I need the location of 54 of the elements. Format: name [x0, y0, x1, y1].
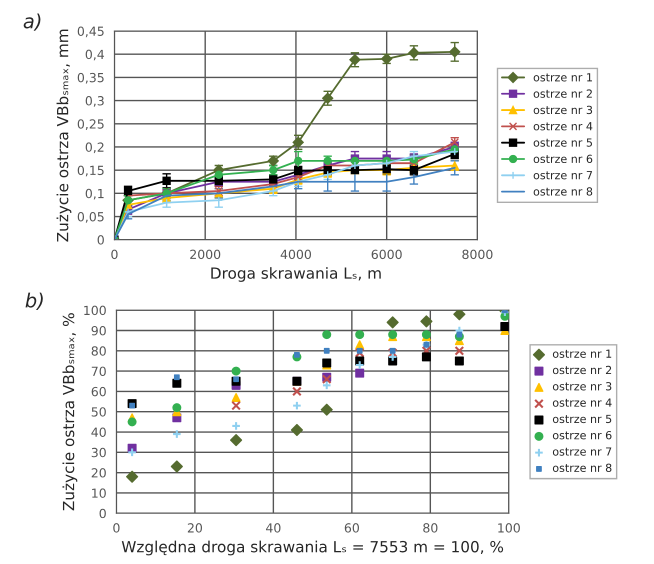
chart-title: b)	[26, 292, 43, 310]
legend-label: ostrze nr 7	[552, 447, 612, 456]
legend-label: ostrze nr 4	[534, 122, 592, 130]
legend-label: ostrze nr 3	[552, 382, 612, 390]
x-tick-label: 6000	[372, 250, 402, 260]
legend-label: ostrze nr 5	[534, 138, 592, 147]
y-tick-label: 40	[91, 427, 106, 437]
y-axis-title: Zużycie ostrza VBbₛₘₐₓ, mm	[56, 30, 72, 242]
y-tick-label: 10	[92, 488, 106, 498]
legend-label: ostrze nr 6	[552, 431, 612, 440]
y-tick-label: 0	[98, 235, 104, 245]
y-tick-label: 0,4	[86, 50, 104, 60]
y-tick-label: 0,35	[78, 72, 104, 84]
y-tick-label: 0,25	[78, 119, 104, 130]
legend-label: ostrze nr 2	[534, 89, 592, 98]
x-axis-title: Względna droga skrawania Lₛ = 7553 m = 100, %	[122, 540, 504, 556]
legend-label: ostrze nr 8	[534, 187, 592, 196]
y-tick-label: 60	[92, 386, 106, 396]
y-tick-label: 0,05	[78, 212, 104, 223]
x-tick-label: 20	[188, 523, 202, 533]
y-tick-label: 0	[100, 508, 106, 518]
legend-label: ostrze nr 3	[534, 106, 592, 114]
legend-label: ostrze nr 7	[534, 171, 592, 180]
y-tick-label: 20	[92, 468, 106, 478]
y-tick-label: 90	[92, 326, 106, 336]
legend-label: ostrze nr 6	[534, 154, 592, 164]
x-tick-label: 100	[498, 523, 520, 533]
legend-label: ostrze nr 1	[552, 350, 612, 358]
x-tick-label: 80	[423, 523, 438, 533]
y-tick-label: 0,2	[86, 142, 104, 154]
x-tick-label: 4000	[280, 250, 312, 260]
x-tick-label: 8000	[462, 250, 492, 260]
legend-label: ostrze nr 2	[552, 366, 612, 374]
x-tick-label: 60	[344, 523, 359, 533]
y-tick-label: 0,3	[86, 96, 104, 107]
x-tick-label: 40	[266, 523, 280, 533]
y-tick-label: 70	[92, 366, 106, 376]
legend-label: ostrze nr 4	[552, 398, 612, 407]
chart-title: a)	[24, 13, 40, 31]
legend-label: ostrze nr 8	[552, 464, 612, 472]
legend-label: ostrze nr 5	[552, 414, 612, 424]
y-tick-label: 0,45	[78, 26, 104, 38]
y-tick-label: 30	[92, 448, 106, 458]
y-axis-title: Zużycie ostrza VBbₛₘₐₓ, %	[62, 313, 78, 510]
y-tick-label: 80	[92, 346, 106, 356]
x-tick-label: 0	[113, 523, 120, 533]
x-tick-label: 0	[111, 250, 118, 260]
y-tick-label: 50	[92, 407, 106, 417]
x-tick-label: 2000	[190, 250, 220, 260]
legend-label: ostrze nr 1	[534, 73, 592, 82]
y-tick-label: 100	[84, 306, 106, 316]
y-tick-label: 0,1	[86, 188, 104, 200]
x-axis-title: Droga skrawania Lₛ, m	[211, 267, 381, 282]
y-tick-label: 0,15	[78, 166, 104, 176]
